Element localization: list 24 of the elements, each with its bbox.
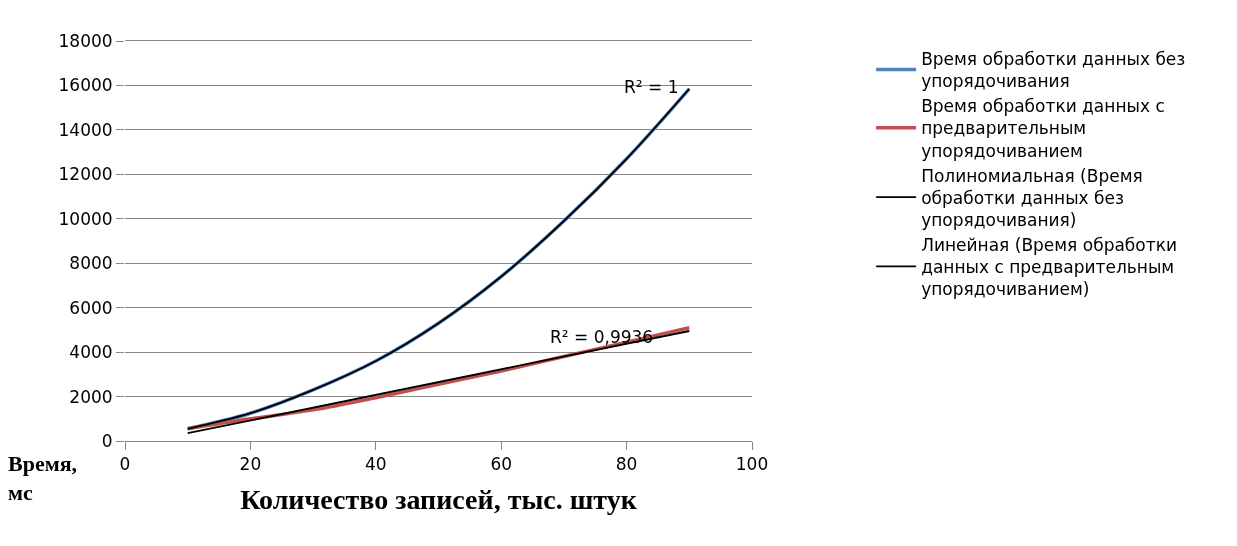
y-tick-label: 4000: [69, 342, 113, 363]
x-tick-label: 0: [119, 454, 131, 475]
y-tick-label: 0: [101, 430, 113, 451]
x-tick-label: 20: [239, 454, 262, 475]
legend-label: Время обработки данных с предварительным упорядочиванием: [921, 96, 1165, 161]
legend-label: Линейная (Время обработки данных с предварительным упорядочиванием): [921, 234, 1177, 300]
x-axis-title: Количество записей, тыс. штук: [240, 483, 638, 515]
legend-label: Время обработки данных без упорядочивания: [921, 49, 1186, 92]
y-tick-label: 2000: [69, 386, 113, 407]
x-tick-label: 60: [490, 454, 513, 475]
y-tick-label: 6000: [69, 297, 113, 318]
y-axis-title: Время, мс: [8, 451, 78, 505]
y-tick-label: 18000: [58, 30, 113, 51]
y-tick-label: 16000: [58, 75, 113, 96]
y-tick-label: 12000: [58, 164, 113, 185]
y-tick-label: 10000: [58, 208, 113, 229]
annotation: R² = 1: [624, 77, 679, 97]
legend-label: Полиномиальная (Время обработки данных без упорядочивания): [921, 165, 1143, 230]
x-tick-label: 40: [364, 454, 387, 475]
annotation: R² = 0,9936: [550, 327, 654, 347]
y-tick-label: 8000: [69, 253, 113, 274]
y-tick-label: 14000: [58, 119, 113, 140]
x-tick-label: 80: [615, 454, 638, 475]
x-tick-label: 100: [735, 454, 769, 475]
